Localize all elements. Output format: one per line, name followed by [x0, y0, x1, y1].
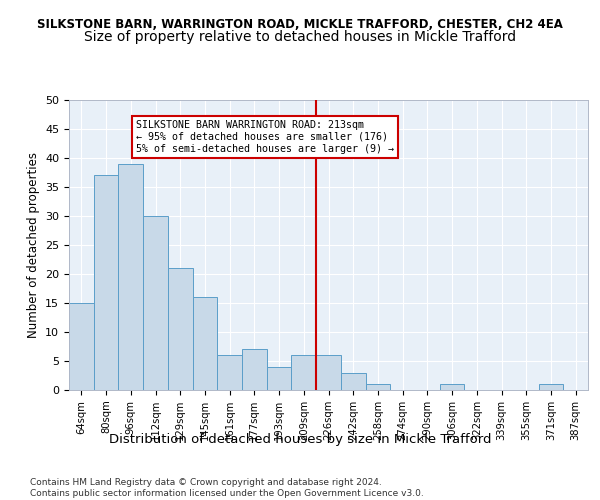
Bar — [217, 355, 242, 390]
Text: SILKSTONE BARN WARRINGTON ROAD: 213sqm
← 95% of detached houses are smaller (176: SILKSTONE BARN WARRINGTON ROAD: 213sqm ←… — [136, 120, 394, 154]
Bar — [365, 384, 390, 390]
Bar — [267, 367, 292, 390]
Bar — [440, 384, 464, 390]
Bar — [292, 355, 316, 390]
Text: Contains HM Land Registry data © Crown copyright and database right 2024.
Contai: Contains HM Land Registry data © Crown c… — [30, 478, 424, 498]
Bar — [316, 355, 341, 390]
Bar — [118, 164, 143, 390]
Text: Distribution of detached houses by size in Mickle Trafford: Distribution of detached houses by size … — [109, 432, 491, 446]
Bar — [168, 268, 193, 390]
Bar — [94, 176, 118, 390]
Bar — [143, 216, 168, 390]
Bar — [69, 303, 94, 390]
Bar — [341, 372, 365, 390]
Bar — [539, 384, 563, 390]
Bar — [242, 350, 267, 390]
Bar — [193, 297, 217, 390]
Text: SILKSTONE BARN, WARRINGTON ROAD, MICKLE TRAFFORD, CHESTER, CH2 4EA: SILKSTONE BARN, WARRINGTON ROAD, MICKLE … — [37, 18, 563, 30]
Y-axis label: Number of detached properties: Number of detached properties — [26, 152, 40, 338]
Text: Size of property relative to detached houses in Mickle Trafford: Size of property relative to detached ho… — [84, 30, 516, 44]
